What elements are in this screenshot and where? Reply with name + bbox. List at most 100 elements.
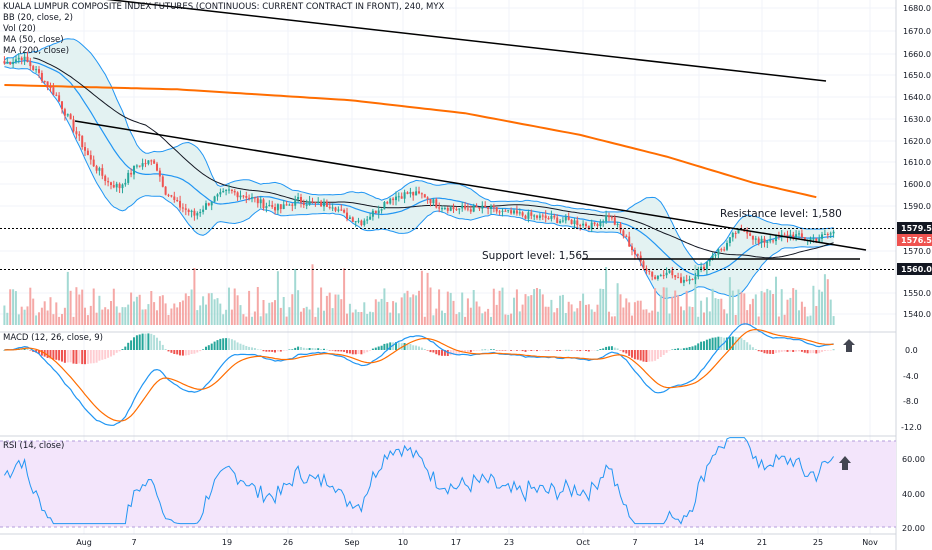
candle-body (662, 275, 665, 277)
volume-bar (596, 304, 599, 325)
candle-body (564, 216, 567, 221)
macd-histogram-bar (86, 350, 89, 364)
macd-histogram-bar (92, 350, 95, 364)
macd-histogram-bar (711, 337, 714, 350)
candle-body (478, 207, 481, 209)
volume-bar (633, 302, 636, 325)
volume-bar (812, 285, 815, 325)
bollinger-band-fill (4, 38, 834, 299)
volume-bar (124, 307, 127, 325)
candle-body (265, 206, 268, 209)
volume-bar (775, 276, 777, 325)
candle-body (216, 194, 219, 197)
legend-ma50[interactable]: MA (50, close) (3, 35, 64, 45)
macd-histogram-bar (98, 350, 101, 361)
candle-body (248, 197, 251, 199)
volume-bar (481, 313, 484, 325)
macd-label[interactable]: MACD (12, 26, close, 9) (3, 333, 103, 343)
volume-bar (337, 294, 340, 325)
candle-body (144, 163, 147, 165)
volume-bar (193, 268, 196, 325)
volume-bar (677, 295, 680, 325)
macd-histogram-bar (668, 350, 671, 351)
macd-histogram-bar (576, 350, 579, 351)
macd-histogram-bar (677, 348, 680, 350)
volume-bar (403, 293, 406, 325)
macd-histogram-bar (487, 349, 490, 351)
macd-histogram-bar (213, 341, 216, 350)
macd-up-arrow-icon (843, 339, 855, 352)
volume-bar (412, 294, 415, 325)
candle-body (331, 207, 334, 209)
macd-histogram-bar (515, 350, 518, 351)
volume-bar (829, 299, 832, 325)
candle-body (720, 249, 723, 251)
volume-bar (95, 312, 98, 325)
volume-bar (651, 310, 654, 325)
rsi-label[interactable]: RSI (14, close) (3, 441, 65, 451)
candle-body (484, 205, 487, 208)
volume-bar (366, 313, 369, 325)
volume-bar (665, 287, 668, 325)
volume-bar (700, 300, 703, 325)
macd-histogram-bar (274, 350, 276, 353)
time-axis[interactable]: Aug 7 19 26 Sep 10 17 23 Oct 7 14 21 25 … (76, 538, 878, 547)
macd-histogram-bar (228, 338, 230, 350)
legend-ma200[interactable]: MA (200, close) (3, 46, 70, 56)
volume-bar (705, 297, 708, 325)
price-axis[interactable]: 1680.0 1670.0 1660.0 1650.0 1640.0 1630.… (903, 4, 931, 319)
macd-histogram-bar (585, 350, 587, 351)
candle-body (29, 61, 32, 67)
volume-bar (377, 301, 380, 325)
candle-body (648, 270, 651, 272)
price-tick: 1650.0 (903, 71, 931, 80)
candle-body (256, 198, 259, 204)
volume-bar (279, 307, 282, 325)
support-label: Support level: 1,565 (482, 250, 589, 262)
volume-bar (202, 296, 205, 325)
legend-bb[interactable]: BB (20, close, 2) (3, 13, 73, 23)
volume-bar (510, 313, 513, 325)
candle-body (570, 219, 573, 224)
volume-bar (449, 292, 452, 325)
candle-body (544, 215, 547, 219)
volume-bar (262, 300, 265, 325)
volume-bar (138, 294, 141, 325)
volume-bar (49, 297, 52, 325)
volume-bar (406, 290, 409, 325)
macd-histogram-bar (392, 342, 395, 350)
volume-bar (682, 310, 685, 325)
macd-histogram-bar (720, 336, 723, 350)
macd-histogram-bar (3, 350, 6, 351)
candle-body (495, 207, 498, 212)
volume-bar (259, 316, 262, 325)
candle-body (271, 205, 274, 207)
volume-bar (536, 288, 538, 325)
candle-body (55, 94, 58, 96)
candle-body (110, 182, 112, 185)
upper-trend-line[interactable] (95, 0, 827, 82)
legend-vol[interactable]: Vol (20) (3, 24, 36, 34)
candle-body (723, 249, 726, 251)
volume-bar (317, 307, 320, 325)
candle-body (190, 210, 193, 212)
candle-body (553, 215, 556, 218)
macd-histogram-bar (570, 350, 573, 351)
candle-body (705, 261, 708, 270)
volume-bar (86, 315, 89, 325)
macd-histogram-bar (161, 344, 164, 350)
volume-bar (786, 299, 789, 325)
macd-histogram-bar (639, 350, 642, 361)
macd-histogram-bar (61, 350, 63, 362)
macd-histogram-bar (769, 350, 772, 354)
volume-bar (314, 316, 317, 325)
candle-body (184, 208, 187, 210)
macd-histogram-bar (818, 350, 821, 354)
candle-body (464, 205, 467, 209)
macd-histogram-bar (101, 350, 104, 360)
candle-body (147, 160, 150, 164)
time-tick: 25 (813, 538, 823, 547)
lower-trend-line[interactable] (74, 120, 867, 251)
price-badge-last-text: 1576.5 (901, 236, 932, 245)
